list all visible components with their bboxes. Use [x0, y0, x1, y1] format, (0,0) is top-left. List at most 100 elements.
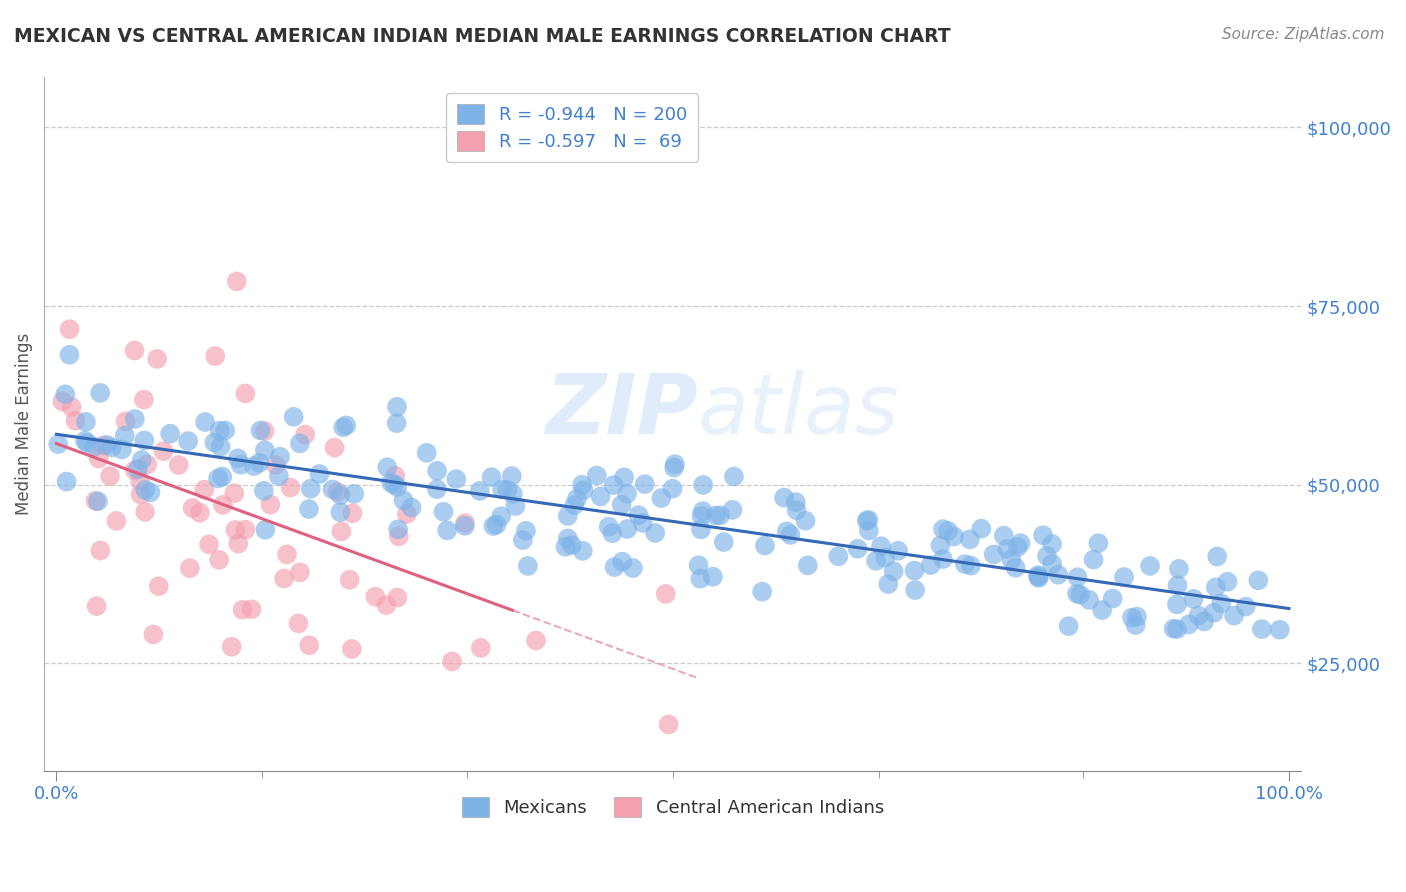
- Point: [688, 558, 710, 573]
- Point: [226, 451, 249, 466]
- Point: [932, 552, 955, 566]
- Point: [489, 509, 512, 524]
- Point: [380, 475, 402, 490]
- Point: [146, 351, 169, 366]
- Point: [932, 522, 955, 536]
- Point: [259, 498, 281, 512]
- Point: [634, 477, 657, 491]
- Point: [602, 526, 624, 541]
- Text: MEXICAN VS CENTRAL AMERICAN INDIAN MEDIAN MALE EARNINGS CORRELATION CHART: MEXICAN VS CENTRAL AMERICAN INDIAN MEDIA…: [14, 27, 950, 45]
- Point: [249, 456, 271, 470]
- Point: [51, 394, 73, 409]
- Point: [661, 482, 683, 496]
- Point: [501, 469, 523, 483]
- Point: [650, 491, 672, 505]
- Point: [441, 655, 464, 669]
- Point: [240, 602, 263, 616]
- Point: [76, 435, 98, 450]
- Point: [1004, 560, 1026, 574]
- Point: [224, 486, 246, 500]
- Point: [60, 400, 83, 414]
- Point: [779, 528, 801, 542]
- Point: [1078, 593, 1101, 607]
- Point: [942, 529, 965, 543]
- Point: [993, 529, 1015, 543]
- Point: [773, 491, 796, 505]
- Point: [214, 424, 236, 438]
- Point: [1087, 536, 1109, 550]
- Point: [134, 483, 156, 497]
- Point: [233, 386, 256, 401]
- Point: [627, 508, 650, 523]
- Point: [690, 522, 713, 536]
- Point: [55, 475, 77, 489]
- Point: [754, 539, 776, 553]
- Point: [308, 467, 330, 481]
- Point: [1166, 598, 1188, 612]
- Point: [65, 414, 87, 428]
- Point: [557, 508, 579, 523]
- Point: [903, 564, 925, 578]
- Text: ZIP: ZIP: [546, 369, 697, 450]
- Point: [384, 468, 406, 483]
- Point: [1163, 622, 1185, 636]
- Point: [375, 460, 398, 475]
- Point: [225, 275, 247, 289]
- Point: [332, 420, 354, 434]
- Point: [84, 493, 107, 508]
- Point: [751, 584, 773, 599]
- Point: [323, 441, 346, 455]
- Point: [75, 415, 97, 429]
- Point: [786, 503, 808, 517]
- Point: [953, 557, 976, 571]
- Point: [53, 387, 76, 401]
- Point: [114, 428, 136, 442]
- Point: [269, 450, 291, 464]
- Point: [571, 477, 593, 491]
- Point: [1026, 568, 1049, 582]
- Point: [91, 439, 114, 453]
- Point: [959, 558, 981, 573]
- Point: [253, 424, 276, 438]
- Point: [983, 548, 1005, 562]
- Point: [616, 522, 638, 536]
- Point: [299, 482, 322, 496]
- Point: [387, 522, 409, 536]
- Point: [612, 555, 634, 569]
- Point: [86, 599, 108, 613]
- Point: [129, 487, 152, 501]
- Point: [124, 412, 146, 426]
- Point: [827, 549, 849, 564]
- Point: [202, 435, 225, 450]
- Point: [557, 532, 579, 546]
- Point: [598, 519, 620, 533]
- Point: [610, 498, 633, 512]
- Point: [1125, 618, 1147, 632]
- Point: [283, 409, 305, 424]
- Point: [387, 591, 409, 605]
- Point: [929, 538, 952, 552]
- Point: [96, 438, 118, 452]
- Point: [1028, 571, 1050, 585]
- Point: [114, 414, 136, 428]
- Point: [561, 538, 583, 552]
- Point: [209, 440, 232, 454]
- Point: [142, 627, 165, 641]
- Point: [211, 469, 233, 483]
- Point: [127, 462, 149, 476]
- Point: [322, 483, 344, 497]
- Point: [364, 590, 387, 604]
- Point: [329, 488, 352, 502]
- Point: [485, 517, 508, 532]
- Point: [1182, 591, 1205, 606]
- Point: [294, 427, 316, 442]
- Point: [554, 540, 576, 554]
- Point: [709, 508, 731, 523]
- Point: [212, 498, 235, 512]
- Point: [524, 633, 547, 648]
- Point: [395, 507, 418, 521]
- Point: [516, 558, 538, 573]
- Point: [904, 582, 927, 597]
- Point: [920, 558, 942, 572]
- Point: [454, 516, 477, 530]
